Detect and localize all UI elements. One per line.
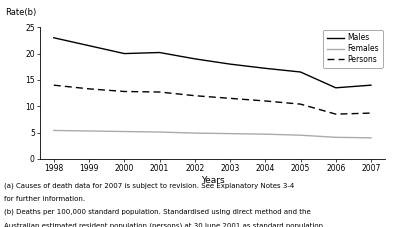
Text: Rate(b): Rate(b) (5, 8, 37, 17)
Legend: Males, Females, Persons: Males, Females, Persons (323, 30, 383, 68)
X-axis label: Years: Years (200, 175, 224, 185)
Text: for further information.: for further information. (4, 196, 85, 202)
Text: (b) Deaths per 100,000 standard population. Standardised using direct method and: (b) Deaths per 100,000 standard populati… (4, 208, 311, 215)
Text: Australian estimated resident population (persons) at 30 June 2001 as standard p: Australian estimated resident population… (4, 222, 326, 227)
Text: (a) Causes of death data for 2007 is subject to revision. See Explanatory Notes : (a) Causes of death data for 2007 is sub… (4, 183, 294, 189)
